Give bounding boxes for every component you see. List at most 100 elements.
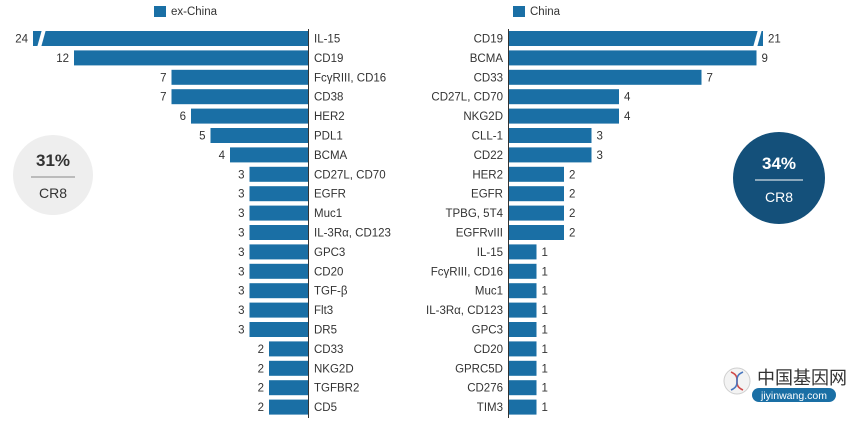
category-label-ex-china-nkg2d: NKG2D xyxy=(314,363,354,375)
value-label-china-cd20: 1 xyxy=(542,344,548,356)
bar-china-gpc3 xyxy=(509,322,537,337)
value-label-ex-china-cd20: 3 xyxy=(238,266,244,278)
value-label-china-tpbg-5t4: 2 xyxy=(569,208,575,220)
value-label-ex-china-flt3: 3 xyxy=(238,305,244,317)
bar-ex-china-tgf xyxy=(249,283,308,299)
bar-china-egfrviii xyxy=(509,225,564,240)
china-percent: 34% xyxy=(762,154,796,173)
bar-ex-china-gpc3 xyxy=(249,244,308,260)
category-label-ex-china-gpc3: GPC3 xyxy=(314,247,345,259)
category-label-china-gprc5d: GPRC5D xyxy=(455,363,503,375)
bar-ex-china-muc1 xyxy=(249,205,308,221)
legend-swatch-china xyxy=(513,6,525,17)
value-label-china-cd22: 3 xyxy=(597,150,603,162)
jiyinwang-watermark: 中国基因网 jiyinwang.com xyxy=(723,367,847,402)
category-label-china-egfrviii: EGFRvIII xyxy=(456,228,503,240)
bar-china-cd20 xyxy=(509,341,537,357)
axis-break-china xyxy=(753,29,762,48)
category-label-ex-china-muc1: Muc1 xyxy=(314,208,342,220)
ex-china-badge-circle xyxy=(13,135,93,215)
value-label-china-cd276: 1 xyxy=(542,383,548,395)
value-label-china-cd27l-cd70: 4 xyxy=(624,92,631,104)
category-label-china-cd33: CD33 xyxy=(474,72,503,84)
value-label-china-il-3r-cd123: 1 xyxy=(542,305,548,317)
value-label-ex-china-pdl1: 5 xyxy=(199,131,205,143)
bar-ex-china-cd19 xyxy=(74,50,308,66)
watermark-url: jiyinwang.com xyxy=(760,390,827,402)
ex-china-cr8-badge: 31% CR8 xyxy=(13,135,93,215)
bar-china-cd27l-cd70 xyxy=(509,89,619,105)
bar-china-cd19 xyxy=(509,31,763,46)
value-label-ex-china-il-15: 24 xyxy=(15,34,28,46)
value-label-china-il-15: 1 xyxy=(542,247,548,259)
category-label-china-cd19: CD19 xyxy=(474,34,503,46)
category-label-china-cd22: CD22 xyxy=(474,150,503,162)
value-label-ex-china-nkg2d: 2 xyxy=(258,363,264,375)
category-label-china-gpc3: GPC3 xyxy=(472,325,503,337)
value-label-china-her2: 2 xyxy=(569,169,575,181)
category-label-china-il-15: IL-15 xyxy=(477,247,503,259)
value-label-ex-china-cd38: 7 xyxy=(160,92,166,104)
value-label-ex-china-egfr: 3 xyxy=(238,189,244,201)
watermark-url-pill xyxy=(752,388,836,402)
category-label-ex-china-cd20: CD20 xyxy=(314,266,343,278)
bar-ex-china-pdl1 xyxy=(210,128,308,143)
bar-ex-china-il-3r-cd123 xyxy=(249,225,308,240)
bar-china-nkg2d xyxy=(509,108,619,124)
bar-ex-china-cd38 xyxy=(171,89,308,105)
watermark-site-name: 中国基因网 xyxy=(757,368,847,389)
value-label-ex-china-fc-riii-cd16: 7 xyxy=(160,72,166,84)
value-label-china-bcma: 9 xyxy=(762,53,768,65)
ex-china-badge-label: CR8 xyxy=(39,185,67,201)
legend-label-ex-china: ex-China xyxy=(171,6,218,18)
bar-ex-china-tgfbr2 xyxy=(269,380,308,396)
category-label-china-egfr: EGFR xyxy=(471,189,503,201)
category-label-china-tim3: TIM3 xyxy=(477,402,503,414)
category-label-ex-china-cd33: CD33 xyxy=(314,344,343,356)
value-label-china-cd19: 21 xyxy=(768,34,781,46)
category-label-ex-china-cd27l-cd70: CD27L, CD70 xyxy=(314,169,386,181)
value-label-china-nkg2d: 4 xyxy=(624,111,631,123)
value-label-china-tim3: 1 xyxy=(542,402,548,414)
category-label-ex-china-cd19: CD19 xyxy=(314,53,343,65)
bar-china-muc1 xyxy=(509,283,537,299)
value-label-ex-china-il-3r-cd123: 3 xyxy=(238,228,244,240)
bar-ex-china-il-15 xyxy=(33,31,308,46)
value-label-ex-china-muc1: 3 xyxy=(238,208,244,220)
category-label-china-cd276: CD276 xyxy=(467,383,503,395)
bar-ex-china-egfr xyxy=(249,186,308,202)
category-label-ex-china-bcma: BCMA xyxy=(314,150,348,162)
category-label-china-cd27l-cd70: CD27L, CD70 xyxy=(431,92,503,104)
category-label-ex-china-fc-riii-cd16: FcγRIII, CD16 xyxy=(314,72,386,84)
dna-logo-icon xyxy=(723,367,751,395)
category-label-ex-china-tgf: TGF-β xyxy=(314,286,348,298)
value-label-ex-china-cd19: 12 xyxy=(56,53,69,65)
china-cr8-badge: 34% CR8 xyxy=(733,132,825,224)
category-label-china-fc-riii-cd16: FcγRIII, CD16 xyxy=(431,266,503,278)
bar-ex-china-dr5 xyxy=(249,322,308,337)
bar-china-gprc5d xyxy=(509,360,537,376)
bar-china-il-15 xyxy=(509,244,537,260)
value-label-ex-china-tgf: 3 xyxy=(238,286,244,298)
bar-ex-china-nkg2d xyxy=(269,360,308,376)
ex-china-percent: 31% xyxy=(36,151,70,170)
legend-label-china: China xyxy=(530,6,561,18)
value-label-ex-china-cd5: 2 xyxy=(258,402,264,414)
category-label-china-cd20: CD20 xyxy=(474,344,503,356)
bar-china-cd33 xyxy=(509,69,702,85)
bar-china-cd276 xyxy=(509,380,537,396)
value-label-china-egfrviii: 2 xyxy=(569,228,575,240)
china-badge-circle xyxy=(733,132,825,224)
category-label-ex-china-tgfbr2: TGFBR2 xyxy=(314,383,359,395)
bar-china-tpbg-5t4 xyxy=(509,205,564,221)
bar-ex-china-her2 xyxy=(191,108,308,124)
bar-china-tim3 xyxy=(509,399,537,415)
value-label-china-gpc3: 1 xyxy=(542,325,548,337)
value-label-ex-china-tgfbr2: 2 xyxy=(258,383,264,395)
value-label-china-muc1: 1 xyxy=(542,286,548,298)
category-label-china-her2: HER2 xyxy=(472,169,503,181)
value-label-ex-china-her2: 6 xyxy=(180,111,186,123)
